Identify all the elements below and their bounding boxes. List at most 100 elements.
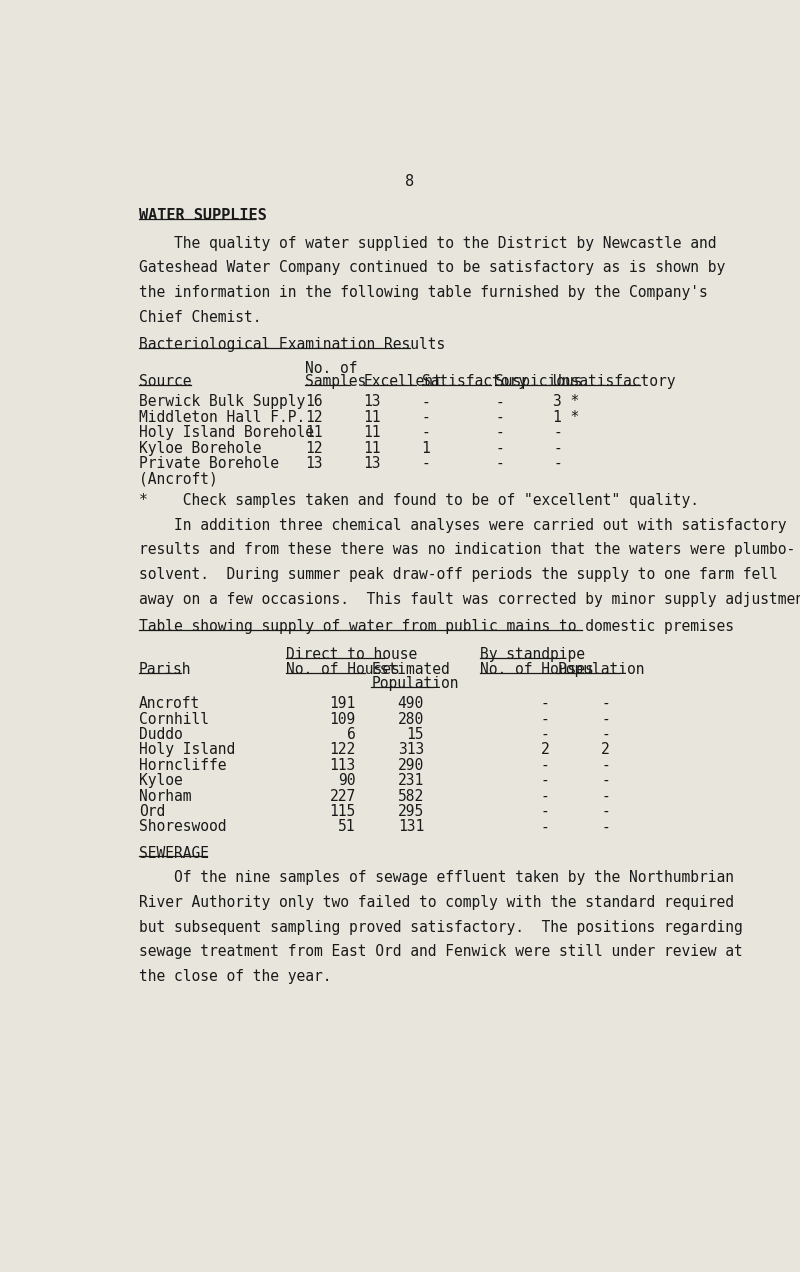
Text: Table showing supply of water from public mains to domestic premises: Table showing supply of water from publi… (138, 619, 734, 635)
Text: 51: 51 (338, 819, 356, 834)
Text: 13: 13 (363, 457, 381, 471)
Text: 2: 2 (541, 743, 550, 757)
Text: Population: Population (558, 663, 645, 678)
Text: 3 *: 3 * (554, 394, 580, 410)
Text: Ancroft: Ancroft (138, 696, 200, 711)
Text: 6: 6 (347, 728, 356, 742)
Text: 191: 191 (330, 696, 356, 711)
Text: solvent.  During summer peak draw-off periods the supply to one farm fell: solvent. During summer peak draw-off per… (138, 567, 778, 581)
Text: No. of: No. of (306, 360, 358, 375)
Text: 11: 11 (363, 440, 381, 455)
Text: Holy Island Borehole: Holy Island Borehole (138, 425, 314, 440)
Text: -: - (422, 457, 430, 471)
Text: 290: 290 (398, 758, 424, 773)
Text: Berwick Bulk Supply: Berwick Bulk Supply (138, 394, 305, 410)
Text: Chief Chemist.: Chief Chemist. (138, 309, 262, 324)
Text: Estimated: Estimated (371, 663, 450, 678)
Text: Holy Island: Holy Island (138, 743, 235, 757)
Text: 2: 2 (602, 743, 610, 757)
Text: 582: 582 (398, 789, 424, 804)
Text: Excellent: Excellent (363, 374, 442, 389)
Text: (Ancroft): (Ancroft) (138, 472, 218, 486)
Text: Of the nine samples of sewage effluent taken by the Northumbrian: Of the nine samples of sewage effluent t… (138, 870, 734, 885)
Text: Ord: Ord (138, 804, 165, 819)
Text: 1: 1 (422, 440, 430, 455)
Text: 15: 15 (406, 728, 424, 742)
Text: -: - (495, 394, 504, 410)
Text: 11: 11 (363, 425, 381, 440)
Text: 13: 13 (306, 457, 323, 471)
Text: -: - (602, 789, 610, 804)
Text: By standpipe: By standpipe (480, 647, 585, 661)
Text: 1 *: 1 * (554, 410, 580, 425)
Text: results and from these there was no indication that the waters were plumbo-: results and from these there was no indi… (138, 542, 795, 557)
Text: -: - (495, 425, 504, 440)
Text: 227: 227 (330, 789, 356, 804)
Text: -: - (541, 696, 550, 711)
Text: Middleton Hall F.P.: Middleton Hall F.P. (138, 410, 305, 425)
Text: 13: 13 (363, 394, 381, 410)
Text: -: - (495, 410, 504, 425)
Text: Duddo: Duddo (138, 728, 182, 742)
Text: 115: 115 (330, 804, 356, 819)
Text: Kyloe: Kyloe (138, 773, 182, 789)
Text: Suspicious: Suspicious (495, 374, 582, 389)
Text: -: - (495, 440, 504, 455)
Text: -: - (541, 728, 550, 742)
Text: Population: Population (371, 677, 458, 691)
Text: -: - (602, 696, 610, 711)
Text: -: - (422, 410, 430, 425)
Text: Satisfactory: Satisfactory (422, 374, 526, 389)
Text: 122: 122 (330, 743, 356, 757)
Text: Unsatisfactory: Unsatisfactory (554, 374, 676, 389)
Text: 8: 8 (406, 174, 414, 190)
Text: SEWERAGE: SEWERAGE (138, 846, 209, 861)
Text: Direct to house: Direct to house (286, 647, 418, 661)
Text: 11: 11 (306, 425, 323, 440)
Text: 313: 313 (398, 743, 424, 757)
Text: -: - (602, 711, 610, 726)
Text: Horncliffe: Horncliffe (138, 758, 226, 773)
Text: -: - (602, 758, 610, 773)
Text: Private Borehole: Private Borehole (138, 457, 278, 471)
Text: Samples: Samples (306, 374, 366, 389)
Text: Source: Source (138, 374, 191, 389)
Text: -: - (554, 425, 562, 440)
Text: 12: 12 (306, 440, 323, 455)
Text: River Authority only two failed to comply with the standard required: River Authority only two failed to compl… (138, 895, 734, 909)
Text: -: - (422, 394, 430, 410)
Text: -: - (541, 804, 550, 819)
Text: away on a few occasions.  This fault was corrected by minor supply adjustments.: away on a few occasions. This fault was … (138, 591, 800, 607)
Text: 490: 490 (398, 696, 424, 711)
Text: In addition three chemical analyses were carried out with satisfactory: In addition three chemical analyses were… (138, 518, 786, 533)
Text: -: - (541, 758, 550, 773)
Text: Kyloe Borehole: Kyloe Borehole (138, 440, 262, 455)
Text: the information in the following table furnished by the Company's: the information in the following table f… (138, 285, 707, 300)
Text: 131: 131 (398, 819, 424, 834)
Text: 231: 231 (398, 773, 424, 789)
Text: -: - (554, 440, 562, 455)
Text: -: - (602, 819, 610, 834)
Text: Shoreswood: Shoreswood (138, 819, 226, 834)
Text: 11: 11 (363, 410, 381, 425)
Text: -: - (495, 457, 504, 471)
Text: The quality of water supplied to the District by Newcastle and: The quality of water supplied to the Dis… (138, 235, 716, 251)
Text: Norham: Norham (138, 789, 191, 804)
Text: -: - (422, 425, 430, 440)
Text: -: - (541, 773, 550, 789)
Text: 280: 280 (398, 711, 424, 726)
Text: Gateshead Water Company continued to be satisfactory as is shown by: Gateshead Water Company continued to be … (138, 261, 725, 276)
Text: 16: 16 (306, 394, 323, 410)
Text: sewage treatment from East Ord and Fenwick were still under review at: sewage treatment from East Ord and Fenwi… (138, 944, 742, 959)
Text: 113: 113 (330, 758, 356, 773)
Text: -: - (602, 728, 610, 742)
Text: Cornhill: Cornhill (138, 711, 209, 726)
Text: Bacteriological Examination Results: Bacteriological Examination Results (138, 337, 445, 352)
Text: No. of Houses: No. of Houses (286, 663, 400, 678)
Text: No. of Houses: No. of Houses (480, 663, 594, 678)
Text: -: - (541, 789, 550, 804)
Text: the close of the year.: the close of the year. (138, 969, 331, 983)
Text: -: - (541, 711, 550, 726)
Text: -: - (541, 819, 550, 834)
Text: 109: 109 (330, 711, 356, 726)
